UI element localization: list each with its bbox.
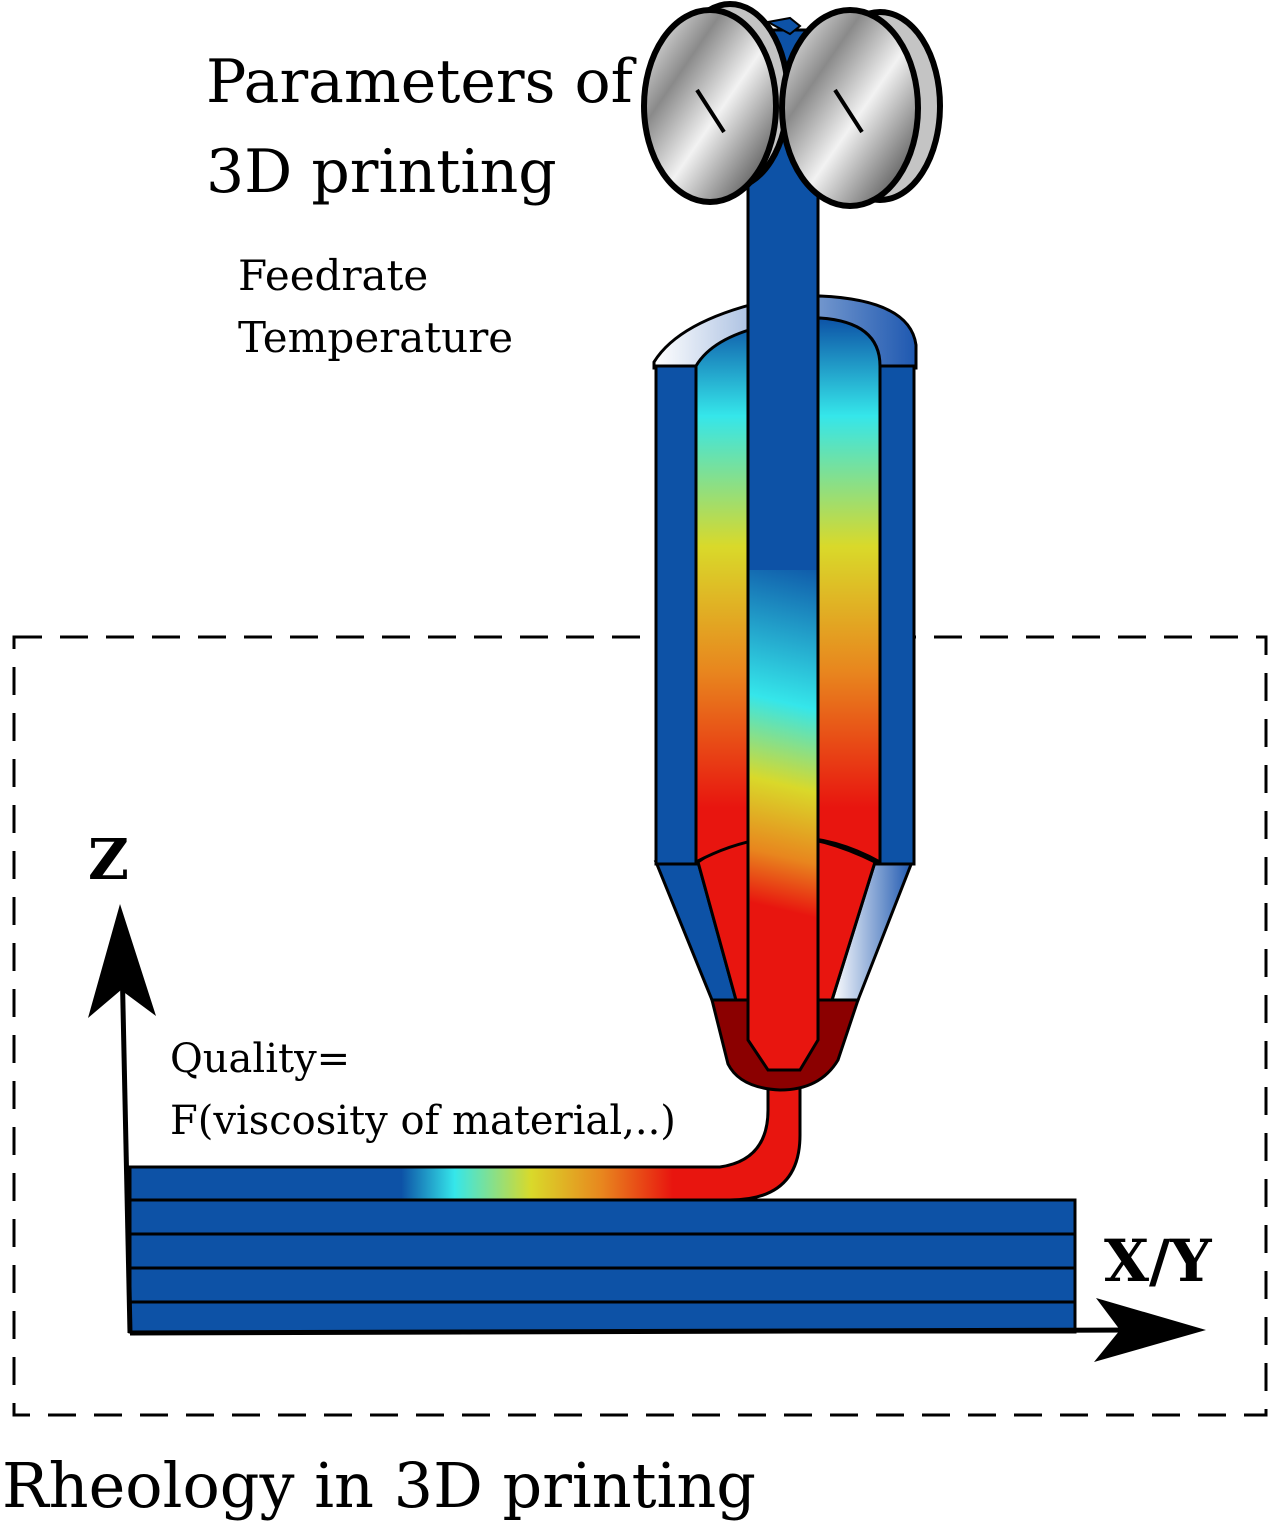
quality-label-line1: Quality= [170, 1036, 351, 1082]
printed-layers [128, 1198, 1077, 1334]
axis-z-label: Z [88, 827, 129, 893]
param-temperature: Temperature [238, 313, 514, 362]
feed-roller-left [641, 1, 791, 205]
diagram-title-line2: 3D printing [206, 137, 557, 207]
quality-label-line2: F(viscosity of material,..) [170, 1098, 676, 1144]
feed-roller-right [779, 7, 943, 209]
deposited-bead [128, 1068, 802, 1202]
axis-xy-label: X/Y [1104, 1227, 1212, 1295]
axes [88, 904, 1206, 1362]
rheology-region-box [12, 635, 1268, 1417]
param-feedrate: Feedrate [238, 251, 429, 300]
region-caption: Rheology in 3D printing [2, 1449, 756, 1522]
diagram-title-line1: Parameters of [206, 47, 633, 117]
